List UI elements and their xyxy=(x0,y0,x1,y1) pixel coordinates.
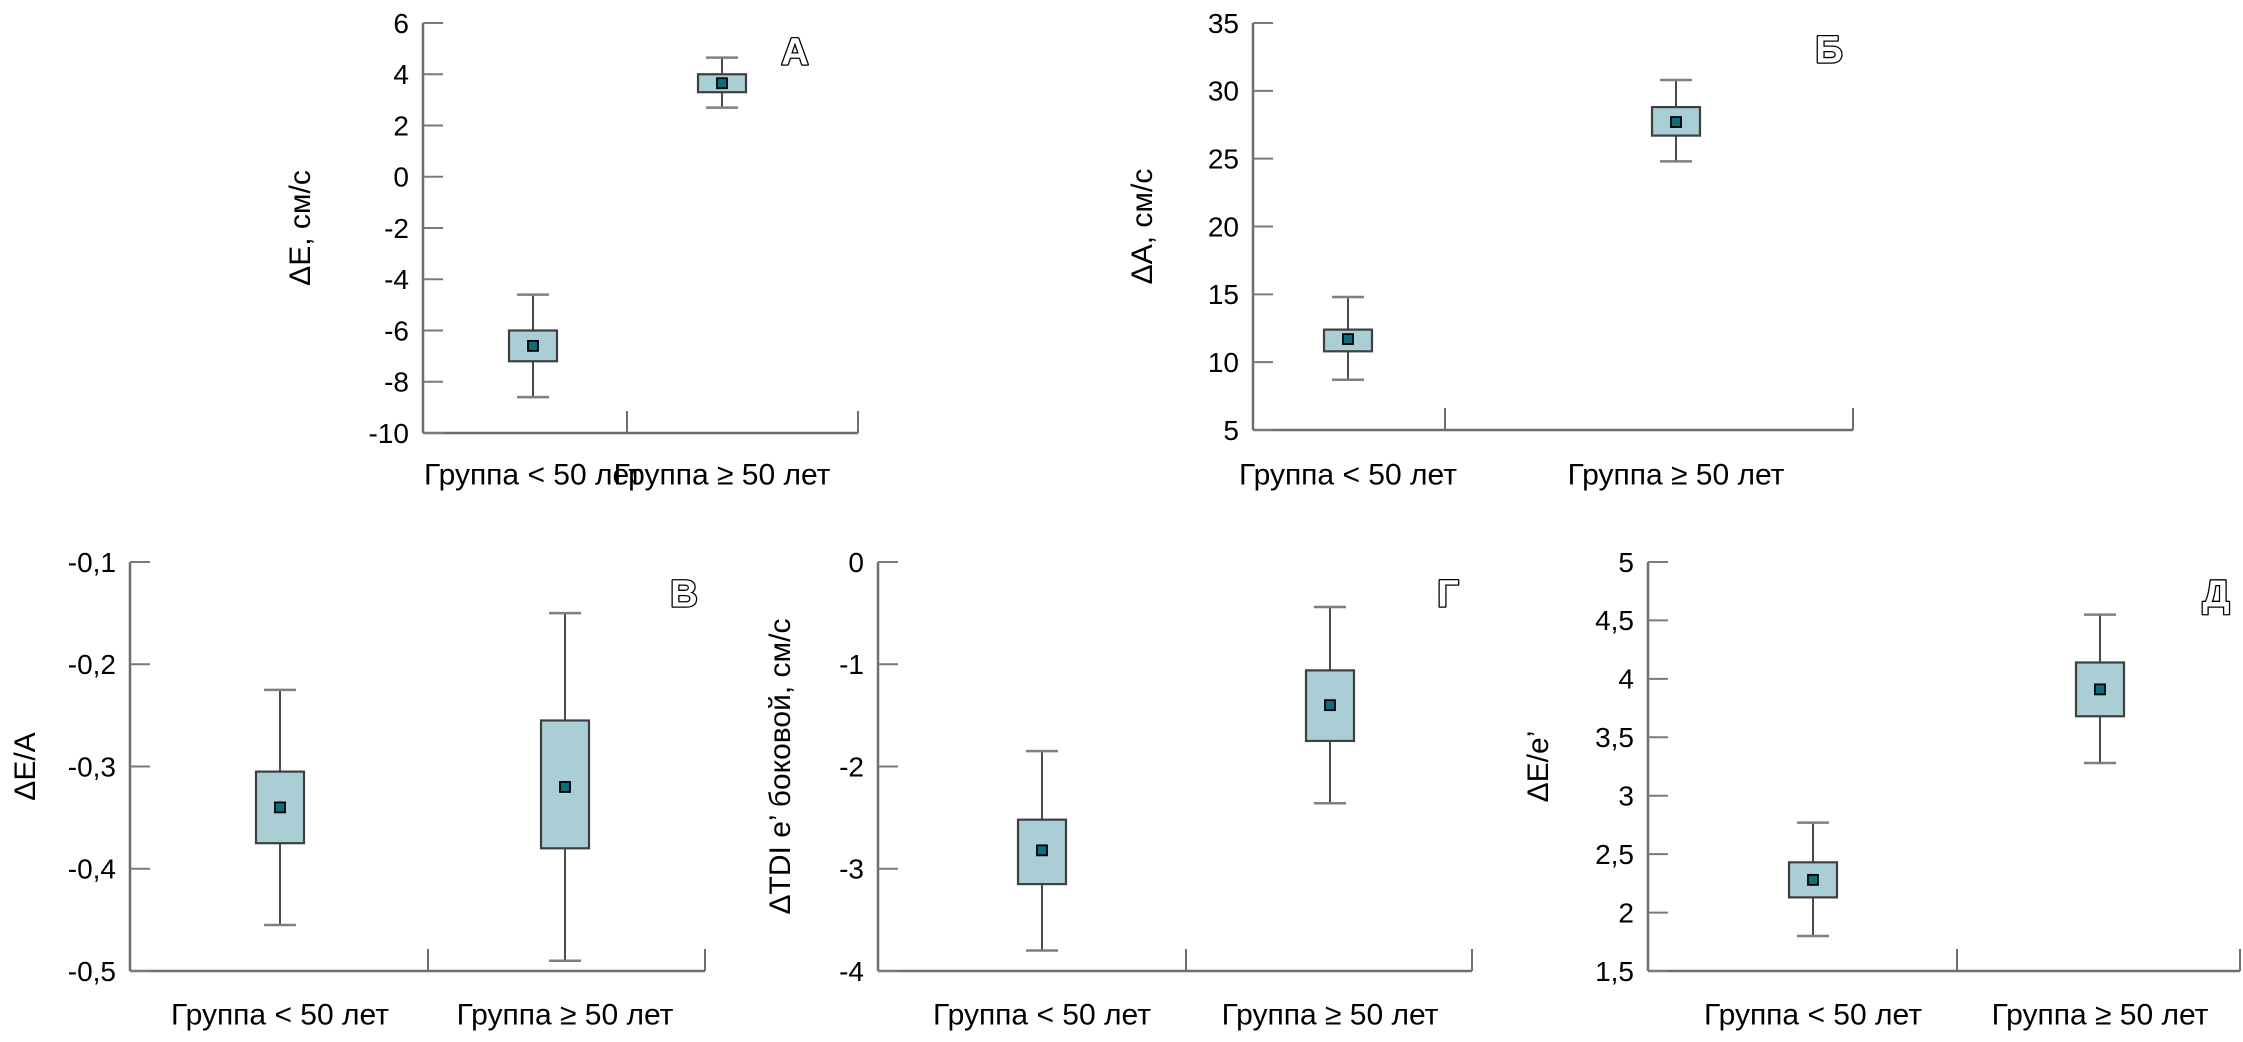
y-axis-tick-label: -4 xyxy=(384,264,409,295)
box-series-1 xyxy=(1322,295,1374,382)
y-axis-tick-label: 4 xyxy=(1618,664,1634,695)
y-axis-tick-label: 15 xyxy=(1208,279,1239,310)
mean-marker xyxy=(1036,844,1048,857)
panel-letter: Б xyxy=(1815,29,1842,71)
mean-marker xyxy=(1324,699,1336,712)
y-axis-tick-label: -0,2 xyxy=(68,649,116,680)
x-category-label: Группа ≥ 50 лет xyxy=(1222,999,1439,1032)
y-axis-tick-label: 4,5 xyxy=(1595,605,1634,636)
y-axis-tick-label: 2 xyxy=(393,110,409,141)
panel-letter: Д xyxy=(2202,573,2229,615)
panel-letter: Г xyxy=(1437,573,1459,615)
panel-В: -0,1 -0,2 -0,3 -0,4 -0,5 ΔE/A В Группа < 50 лет… xyxy=(9,547,706,1032)
y-axis-title: ΔE/A xyxy=(9,732,42,800)
panel-Г: 0 -1 -2 -3 -4 ΔTDI e’ боковой, см/с Г Группа < … xyxy=(764,547,1473,1032)
mean-marker xyxy=(2094,683,2106,696)
y-axis-tick-label: -3 xyxy=(839,854,864,885)
box-series-1 xyxy=(507,293,559,399)
y-axis-tick-label: 0 xyxy=(393,162,409,193)
y-axis-tick-label: -2 xyxy=(839,751,864,782)
y-axis-title: ΔA, см/с xyxy=(1126,169,1159,285)
box-series-2 xyxy=(696,56,748,109)
y-axis-tick-label: 35 xyxy=(1208,8,1239,39)
y-axis-tick-label: -0,3 xyxy=(68,751,116,782)
panel-letter: В xyxy=(670,573,697,615)
x-category-label: Группа < 50 лет xyxy=(1239,459,1457,492)
y-axis-tick-label: 4 xyxy=(393,59,409,90)
panel-А: 6 4 2 0 -2 -4 -6 -8 -10 ΔE, см/с А Группа < 50 летГ… xyxy=(284,8,859,492)
y-axis-tick-label: 0 xyxy=(848,547,864,578)
mean-marker xyxy=(559,781,571,793)
y-axis-tick-label: -0,4 xyxy=(68,854,116,885)
y-axis-tick-label: 10 xyxy=(1208,347,1239,378)
box-series-1 xyxy=(1787,821,1839,938)
x-category-label: Группа ≥ 50 лет xyxy=(1568,459,1785,492)
y-axis-tick-label: -4 xyxy=(839,956,864,987)
x-category-label: Группа ≥ 50 лет xyxy=(614,459,831,492)
y-axis-title: ΔE, см/с xyxy=(284,170,317,286)
mean-marker xyxy=(716,77,728,90)
y-axis-tick-label: -0,1 xyxy=(68,547,116,578)
panel-letter: А xyxy=(781,31,808,73)
x-category-label: Группа < 50 лет xyxy=(171,999,389,1032)
y-axis-title: ΔTDI e’ боковой, см/с xyxy=(764,619,797,915)
mean-marker xyxy=(527,339,539,352)
y-axis-tick-label: 5 xyxy=(1618,547,1634,578)
box-series-1 xyxy=(254,688,306,927)
y-axis-tick-label: 3 xyxy=(1618,781,1634,812)
box-series-2 xyxy=(1304,605,1356,805)
y-axis-tick-label: 30 xyxy=(1208,76,1239,107)
iqr-box xyxy=(1016,818,1068,886)
x-category-label: Группа ≥ 50 лет xyxy=(457,999,674,1032)
x-category-label: Группа < 50 лет xyxy=(1704,999,1922,1032)
y-axis-tick-label: -6 xyxy=(384,315,409,346)
mean-marker xyxy=(1342,333,1354,346)
y-axis-tick-label: 6 xyxy=(393,8,409,39)
y-axis-title: ΔE/e’ xyxy=(1522,731,1555,803)
y-axis-tick-label: 3,5 xyxy=(1595,722,1634,753)
box-series-2 xyxy=(1650,78,1702,163)
box-series-2 xyxy=(2074,613,2126,765)
y-axis-tick-label: 5 xyxy=(1223,415,1239,446)
y-axis-tick-label: -1 xyxy=(839,649,864,680)
y-axis-tick-label: 25 xyxy=(1208,143,1239,174)
y-axis-tick-label: -10 xyxy=(369,418,409,449)
mean-marker xyxy=(1807,873,1819,886)
x-category-label: Группа < 50 лет xyxy=(933,999,1151,1032)
y-axis-tick-label: -2 xyxy=(384,213,409,244)
y-axis-tick-label: -8 xyxy=(384,367,409,398)
panel-Д: 5 4,5 4 3,5 3 2,5 2 1,5 ΔE/e’ Д Группа < 50 лет Гру… xyxy=(1522,547,2241,1032)
x-category-label: Группа ≥ 50 лет xyxy=(1992,999,2209,1032)
y-axis-tick-label: -0,5 xyxy=(68,956,116,987)
box-series-2 xyxy=(539,611,591,963)
box-series-1 xyxy=(1016,749,1068,952)
y-axis-tick-label: 2 xyxy=(1618,897,1634,928)
mean-marker xyxy=(1670,116,1682,128)
y-axis-tick-label: 1,5 xyxy=(1595,956,1634,987)
mean-marker xyxy=(274,801,286,814)
y-axis-tick-label: 20 xyxy=(1208,211,1239,242)
panel-Б: 35 30 25 20 15 10 5 ΔA, см/с Б Группа < 50 лет Гру… xyxy=(1126,8,1854,492)
y-axis-tick-label: 2,5 xyxy=(1595,839,1634,870)
x-category-label: Группа < 50 лет xyxy=(424,459,642,492)
